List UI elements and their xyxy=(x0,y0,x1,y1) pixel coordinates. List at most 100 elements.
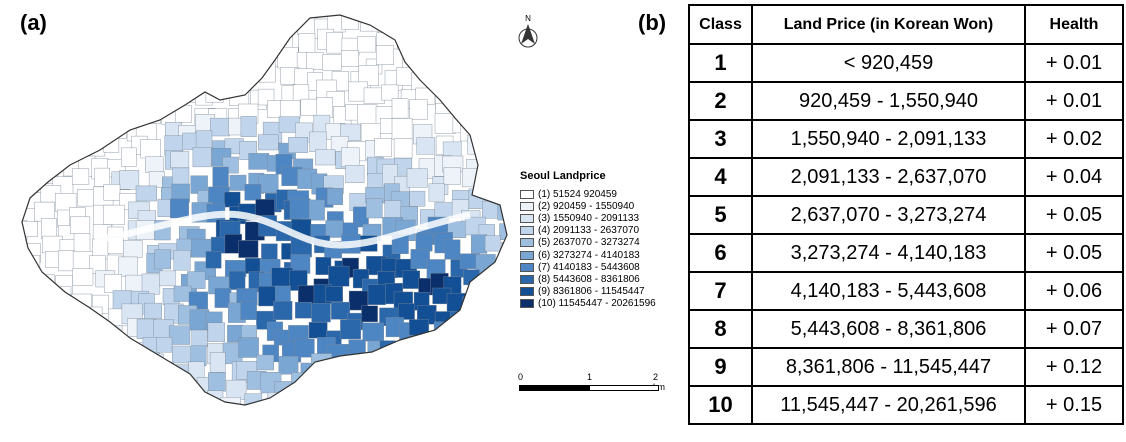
map-district xyxy=(476,75,494,93)
map-district xyxy=(297,15,317,35)
map-district xyxy=(175,381,195,399)
map-district xyxy=(2,324,17,343)
cell-health: + 0.07 xyxy=(1024,309,1124,349)
map-district xyxy=(51,358,72,375)
map-district xyxy=(325,286,343,302)
map-regions xyxy=(2,0,507,405)
map-district xyxy=(289,198,311,219)
map-district xyxy=(238,30,258,50)
map-district xyxy=(357,36,376,53)
legend-label: (4) 2091133 - 2637070 xyxy=(538,225,640,237)
cell-land-price: 1,550,940 - 2,091,133 xyxy=(751,119,1026,159)
map-district xyxy=(444,374,461,396)
map-district xyxy=(483,360,504,382)
map-district xyxy=(2,206,21,226)
map-district xyxy=(214,30,232,51)
map-district xyxy=(463,269,480,286)
legend-item: (5) 2637070 - 3273274 xyxy=(520,237,656,249)
map-district xyxy=(273,301,293,320)
map-district xyxy=(396,67,414,86)
map-district xyxy=(464,16,482,38)
map-district xyxy=(85,371,108,390)
map-district xyxy=(205,15,227,35)
map-district xyxy=(386,379,403,397)
map-district xyxy=(40,355,59,373)
map-district xyxy=(173,36,190,57)
map-district xyxy=(71,168,90,185)
north-arrow-icon: N xyxy=(518,14,538,48)
map-district xyxy=(192,15,212,32)
map-district xyxy=(402,270,420,289)
map-district xyxy=(42,135,62,157)
map-district xyxy=(229,174,247,191)
header-health: Health xyxy=(1024,4,1124,45)
map-district xyxy=(187,271,206,289)
map-district xyxy=(358,370,375,390)
map-district xyxy=(397,392,416,405)
legend-item: (6) 3273274 - 4140183 xyxy=(520,249,656,261)
map-district xyxy=(53,317,73,337)
map-district xyxy=(144,58,164,75)
map-district xyxy=(494,46,507,67)
map-district xyxy=(434,202,454,219)
map-district xyxy=(462,309,482,328)
map-district xyxy=(193,394,211,405)
map-district xyxy=(499,141,507,160)
map-district xyxy=(109,20,129,43)
map-district xyxy=(425,390,445,405)
map-district xyxy=(393,138,413,159)
map-district xyxy=(409,99,428,120)
scale-label-1: 1 xyxy=(587,372,593,382)
map-district xyxy=(411,15,429,24)
map-district xyxy=(275,285,291,303)
map-district xyxy=(295,302,312,319)
map-district xyxy=(429,370,448,391)
map-district xyxy=(480,148,499,168)
map-district xyxy=(458,15,479,17)
legend-label: (9) 8361806 - 11545447 xyxy=(538,286,645,298)
map-district xyxy=(376,45,395,65)
cell-class: 9 xyxy=(688,347,753,387)
map-district xyxy=(326,32,343,54)
map-district xyxy=(298,0,315,14)
map-district xyxy=(214,69,231,91)
map-district xyxy=(443,167,461,185)
cell-land-price: 5,443,608 - 8,361,806 xyxy=(751,309,1026,349)
legend-item: (1) 51524 920459 xyxy=(520,188,656,200)
map-district xyxy=(328,265,350,287)
scale-bar: 0 1 2 km xyxy=(518,372,665,402)
map-district xyxy=(306,52,324,70)
map-district xyxy=(22,55,29,72)
cell-health: + 0.04 xyxy=(1024,157,1124,197)
legend-swatch xyxy=(520,250,534,260)
map-district xyxy=(156,31,177,49)
map-district xyxy=(106,377,128,395)
table-header-row: Class Land Price (in Korean Won) Health xyxy=(688,4,1124,45)
map-district xyxy=(381,84,399,101)
map-district xyxy=(22,373,39,393)
map-district xyxy=(212,166,229,187)
legend-item: (3) 1550940 - 2091133 xyxy=(520,212,656,224)
map-district xyxy=(450,311,471,328)
map-district xyxy=(442,29,462,52)
map-district xyxy=(137,84,156,106)
map-district xyxy=(174,104,192,123)
map-district xyxy=(397,32,415,50)
map-district xyxy=(415,233,433,252)
map-district xyxy=(222,15,241,34)
table-row: 5 2,637,070 - 3,273,274 + 0.05 xyxy=(688,195,1124,235)
map-district xyxy=(341,50,359,67)
map-district xyxy=(87,15,106,20)
map-district xyxy=(428,52,448,73)
map-district xyxy=(478,15,497,17)
map-district xyxy=(480,115,502,138)
map-district xyxy=(327,188,343,205)
map-district xyxy=(51,119,71,137)
map-district xyxy=(450,50,468,69)
map-district xyxy=(84,362,105,382)
map-district xyxy=(367,284,386,305)
map-district xyxy=(154,374,171,393)
map-district xyxy=(71,310,88,327)
table-row: 2 920,459 - 1,550,940 + 0.01 xyxy=(688,81,1124,121)
map-district xyxy=(398,303,415,320)
